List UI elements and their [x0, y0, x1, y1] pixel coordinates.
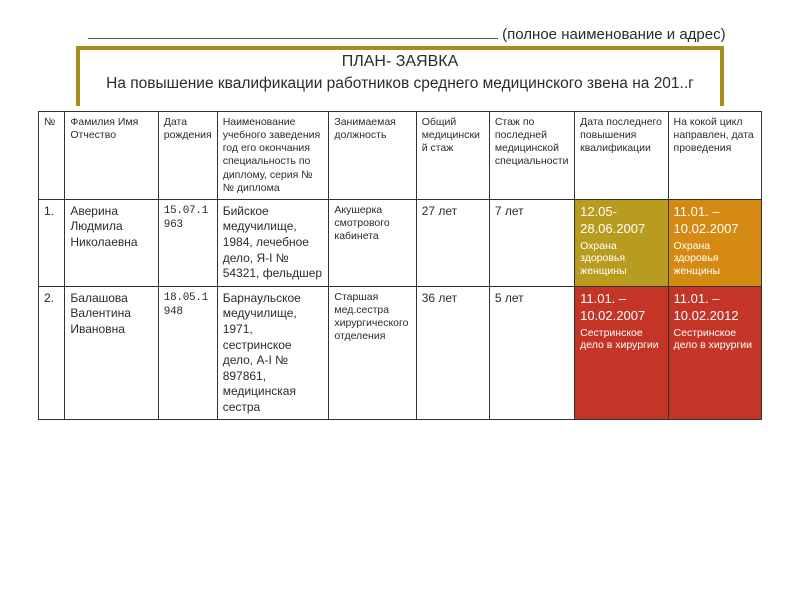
col-fio: Фамилия Имя Отчество — [65, 112, 158, 200]
cell-last: 11.01. – 10.02.2007Сестринское дело в хи… — [575, 286, 668, 420]
col-spec: Стаж по последней медицинской специально… — [489, 112, 574, 200]
cell-dob: 18.05.1948 — [158, 286, 217, 420]
plan-table: № Фамилия Имя Отчество Дата рождения Наи… — [38, 111, 762, 420]
cell-fio: Аверина Людмила Николаевна — [65, 199, 158, 286]
col-total: Общий медицинский стаж — [416, 112, 489, 200]
table-row: 1.Аверина Людмила Николаевна15.07.1963Би… — [39, 199, 762, 286]
cell-pos: Старшая мед.сестра хирургического отделе… — [329, 286, 416, 420]
cell-pos: Акушерка смотрового кабинета — [329, 199, 416, 286]
address-line: (полное наименование и адрес) — [38, 25, 762, 43]
cell-edu: Бийское медучилище, 1984, лечебное дело,… — [217, 199, 329, 286]
cell-total: 27 лет — [416, 199, 489, 286]
cell-edu: Барнаульское медучилище, 1971, сестринск… — [217, 286, 329, 420]
col-dob: Дата рождения — [158, 112, 217, 200]
title-main: ПЛАН- ЗАЯВКА — [38, 53, 762, 71]
col-edu: Наименование учебного заведения год его … — [217, 112, 329, 200]
cell-dob: 15.07.1963 — [158, 199, 217, 286]
title-sub: На повышение квалификации работников сре… — [38, 75, 762, 93]
cell-last: 12.05-28.06.2007Охрана здоровья женщины — [575, 199, 668, 286]
cell-spec: 7 лет — [489, 199, 574, 286]
slide: (полное наименование и адрес) ПЛАН- ЗАЯВ… — [0, 0, 800, 430]
col-next: На кокой цикл направлен, дата проведения — [668, 112, 761, 200]
cell-next: 11.01. – 10.02.2012Сестринское дело в хи… — [668, 286, 761, 420]
cell-next: 11.01. – 10.02.2007Охрана здоровья женщи… — [668, 199, 761, 286]
table-header-row: № Фамилия Имя Отчество Дата рождения Наи… — [39, 112, 762, 200]
blank-underline — [88, 25, 498, 39]
cell-num: 2. — [39, 286, 65, 420]
cell-num: 1. — [39, 199, 65, 286]
col-pos: Занимаемая должность — [329, 112, 416, 200]
cell-spec: 5 лет — [489, 286, 574, 420]
cell-total: 36 лет — [416, 286, 489, 420]
cell-fio: Балашова Валентина Ивановна — [65, 286, 158, 420]
col-last: Дата последнего повышения квалификации — [575, 112, 668, 200]
address-suffix: (полное наименование и адрес) — [502, 26, 725, 43]
col-num: № — [39, 112, 65, 200]
table-row: 2.Балашова Валентина Ивановна18.05.1948Б… — [39, 286, 762, 420]
